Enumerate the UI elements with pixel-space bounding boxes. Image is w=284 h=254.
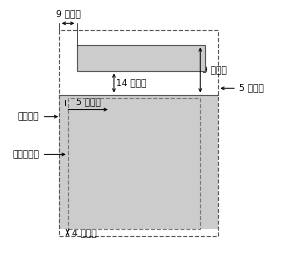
Text: 柱: 柱 bbox=[85, 53, 91, 62]
Text: 索引の版面: 索引の版面 bbox=[12, 150, 39, 159]
Text: 9 ポアキ: 9 ポアキ bbox=[56, 10, 80, 19]
Text: 9 ポアキ: 9 ポアキ bbox=[202, 66, 227, 74]
Bar bbox=[77, 45, 204, 71]
Bar bbox=[59, 30, 218, 236]
Text: 4 ポアキ: 4 ポアキ bbox=[72, 228, 97, 237]
Text: 5 ポアキ: 5 ポアキ bbox=[239, 84, 264, 93]
Text: 5 ポアキ: 5 ポアキ bbox=[76, 97, 101, 106]
Text: 14 ポアキ: 14 ポアキ bbox=[116, 78, 147, 87]
Text: 基本版面: 基本版面 bbox=[18, 112, 39, 121]
Bar bbox=[59, 95, 218, 229]
Bar bbox=[68, 98, 200, 229]
